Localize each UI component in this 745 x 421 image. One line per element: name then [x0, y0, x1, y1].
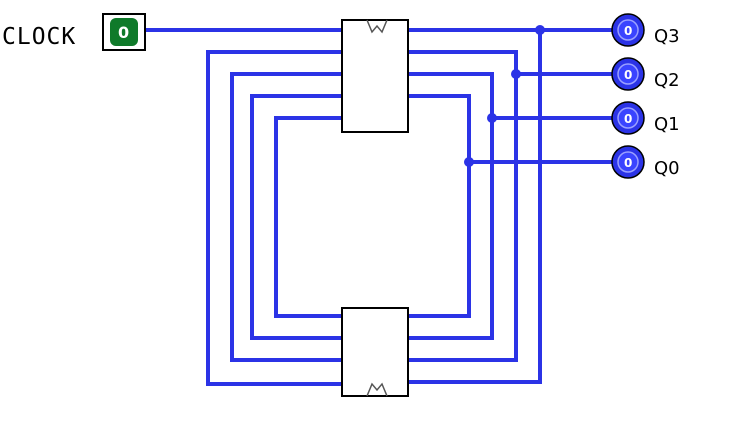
probe-light: [617, 63, 639, 85]
wires: [143, 28, 614, 386]
output-label: Q1: [654, 114, 680, 135]
probe-light: [617, 19, 639, 41]
probe-value: 0: [624, 68, 632, 82]
clock-edge-icon: [366, 382, 388, 397]
output-probe-q2[interactable]: 0 Q2: [611, 57, 680, 91]
wire-q2: [406, 50, 518, 362]
wire-q0: [406, 94, 471, 318]
wire-left-loop-1: [206, 50, 346, 386]
clock-toggle-icon[interactable]: [110, 18, 138, 46]
output-label: Q0: [654, 158, 680, 179]
probe-value: 0: [624, 112, 632, 126]
clock-value: 0: [118, 23, 129, 42]
junction-q2: [511, 69, 521, 79]
upper-chip-body: [341, 19, 409, 133]
junctions: [464, 25, 545, 167]
lower-chip-body: [341, 307, 409, 397]
output-probe-q3[interactable]: 0 Q3: [611, 13, 680, 47]
probe-light: [617, 107, 639, 129]
probe-light: [617, 151, 639, 173]
wire-left-loop-3: [250, 94, 346, 340]
clock-label: CLOCK: [2, 24, 76, 50]
output-probe-q0[interactable]: 0 Q0: [611, 145, 680, 179]
wire-q3-vertical: [406, 28, 542, 384]
upper-chip[interactable]: [341, 19, 409, 133]
clock-edge-icon: [366, 19, 388, 34]
wire-left-loop-4: [274, 116, 346, 318]
probe-value: 0: [624, 156, 632, 170]
clock-input[interactable]: CLOCK 0: [2, 13, 146, 51]
output-label: Q2: [654, 70, 680, 91]
junction-q0: [464, 157, 474, 167]
lower-chip[interactable]: [341, 307, 409, 397]
output-label: Q3: [654, 26, 680, 47]
wire-left-loop-2: [230, 72, 346, 362]
wire-q1: [406, 72, 494, 340]
output-probe-q1[interactable]: 0 Q1: [611, 101, 680, 135]
probe-value: 0: [624, 24, 632, 38]
junction-q3: [535, 25, 545, 35]
junction-q1: [487, 113, 497, 123]
